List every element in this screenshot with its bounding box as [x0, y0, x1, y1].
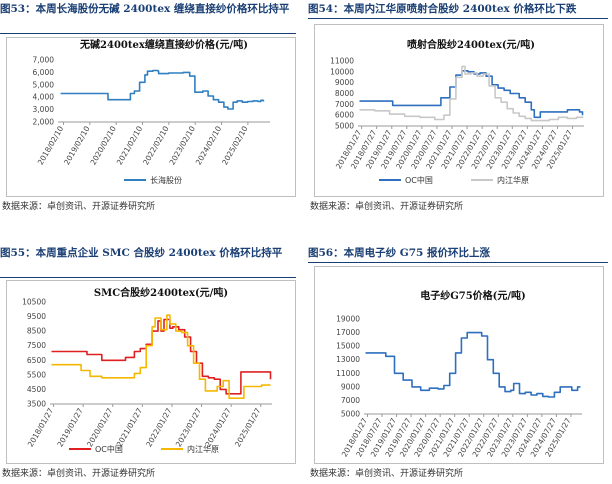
- x-tick-label: 2021/01/27: [115, 406, 145, 448]
- series-line: [365, 331, 581, 398]
- y-tick-label: 5,000: [33, 80, 55, 89]
- chart-title: SMC合股纱2400tex(元/吨): [94, 286, 228, 299]
- y-tick-label: 2,000: [33, 118, 55, 127]
- y-tick-label: 8500: [27, 327, 46, 336]
- y-tick-label: 6500: [27, 356, 46, 365]
- chart-frame: [6, 37, 296, 197]
- figure-54-panel: 图54：本周内江华原喷射合股纱 2400tex 价格环比下跌 喷射合股纱2400…: [308, 0, 612, 220]
- y-tick-label: 19000: [336, 315, 360, 324]
- chart-title: 电子纱G75价格(元/吨): [420, 289, 526, 302]
- y-tick-label: 9000: [341, 382, 360, 391]
- legend-label: 内江华原: [187, 444, 219, 454]
- x-tick-label: 2019/01/27: [55, 406, 85, 448]
- series-line: [51, 318, 272, 395]
- legend-label: OC中国: [405, 175, 433, 185]
- x-tick-label: 2018/02/10: [36, 124, 66, 166]
- x-tick-label: 2024/02/10: [194, 124, 224, 166]
- y-tick-label: 3500: [27, 400, 46, 409]
- y-tick-label: 6000: [335, 111, 354, 120]
- data-source: 数据来源：卓创资讯、开源证券研究所: [2, 202, 156, 212]
- y-tick-label: 8000: [335, 89, 354, 98]
- x-tick-label: 2019/02/10: [62, 124, 92, 166]
- x-tick-label: 2025/02/10: [220, 124, 250, 166]
- y-tick-label: 9500: [27, 312, 46, 321]
- y-tick-label: 9000: [335, 78, 354, 87]
- chart-svg: 电子纱G75价格(元/吨) 5000 7000 9000 11000 13000 15000…: [336, 289, 582, 458]
- y-tick-label: 6,000: [33, 68, 55, 77]
- figure-title: 图54：本周内江华原喷射合股纱 2400tex 价格环比下跌: [308, 3, 577, 15]
- y-tick-label: 11000: [336, 369, 360, 378]
- y-tick-label: 7500: [27, 341, 46, 350]
- series-line: [51, 314, 271, 399]
- title-rule: [308, 18, 608, 19]
- y-tick-label: 7000: [335, 100, 354, 109]
- data-source: 数据来源：卓创资讯、开源证券研究所: [2, 469, 156, 479]
- figure-53-panel: 图53：本周长海股份无碱 2400tex 缠绕直接纱价格环比持平 无碱2400t…: [0, 0, 300, 220]
- legend-label: OC中国: [95, 444, 123, 454]
- x-tick-label: 2023/02/10: [168, 124, 198, 166]
- x-tick-label: 2022/01/27: [144, 406, 174, 448]
- series-line: [359, 65, 584, 122]
- x-tick-label: 2018/01/27: [26, 406, 56, 448]
- y-tick-label: 3,000: [33, 105, 55, 114]
- y-tick-label: 11000: [330, 57, 354, 66]
- y-tick-label: 5000: [341, 410, 360, 419]
- y-tick-label: 10500: [22, 298, 46, 307]
- figure-56-panel: 图56：本周电子纱 G75 报价环比上涨 电子纱G75价格(元/吨) 5000 70…: [308, 244, 612, 484]
- chart-title: 喷射合股纱2400tex(元/吨): [407, 38, 535, 51]
- y-tick-label: 5500: [27, 370, 46, 379]
- chart-svg: SMC合股纱2400tex(元/吨) 3500 4500 5500 6500 7500 85…: [22, 286, 272, 454]
- data-source: 数据来源：卓创资讯、开源证券研究所: [310, 469, 464, 479]
- title-rule: [308, 262, 608, 263]
- figure-title: 图53：本周长海股份无碱 2400tex 缠绕直接纱价格环比持平: [0, 3, 290, 15]
- y-tick-label: 7,000: [33, 56, 55, 65]
- figure-55-panel: 图55：本周重点企业 SMC 合股纱 2400tex 价格环比持平 SMC合股纱…: [0, 244, 300, 484]
- y-tick-label: 13000: [336, 355, 360, 364]
- y-tick-label: 4500: [27, 385, 46, 394]
- x-tick-label: 2023/01/27: [174, 406, 204, 448]
- chart-frame: [314, 266, 604, 464]
- y-tick-label: 15000: [336, 342, 360, 351]
- figure-title: 图55：本周重点企业 SMC 合股纱 2400tex 价格环比持平: [0, 247, 283, 259]
- x-tick-label: 2020/02/10: [89, 124, 119, 166]
- chart-svg: 无碱2400tex缠绕直接纱价格(元/吨) 2,000 3,000 4,000 5,00…: [33, 38, 270, 185]
- title-rule: [0, 277, 296, 278]
- y-tick-label: 4,000: [33, 93, 55, 102]
- figure-title: 图56：本周电子纱 G75 报价环比上涨: [308, 247, 491, 259]
- series-line: [359, 70, 584, 119]
- legend-label: 长海股份: [150, 175, 182, 185]
- y-tick-label: 10000: [330, 67, 354, 76]
- y-tick-label: 5000: [335, 122, 354, 131]
- x-tick-label: 2025/01/27: [233, 406, 263, 448]
- x-tick-label: 2024/01/27: [203, 406, 233, 448]
- x-tick-label: 2021/02/10: [115, 124, 145, 166]
- y-tick-label: 17000: [336, 328, 360, 337]
- chart-title: 无碱2400tex缠绕直接纱价格(元/吨): [79, 38, 248, 51]
- legend-label: 内江华原: [497, 175, 529, 185]
- series-line: [60, 69, 265, 110]
- y-tick-label: 7000: [341, 396, 360, 405]
- x-tick-label: 2020/01/27: [85, 406, 115, 448]
- title-rule: [0, 33, 296, 34]
- chart-svg: 喷射合股纱2400tex(元/吨) 5000 6000 7000 8000 9000 100…: [330, 38, 584, 185]
- data-source: 数据来源：卓创资讯、开源证券研究所: [310, 202, 464, 212]
- x-tick-label: 2022/02/10: [141, 124, 171, 166]
